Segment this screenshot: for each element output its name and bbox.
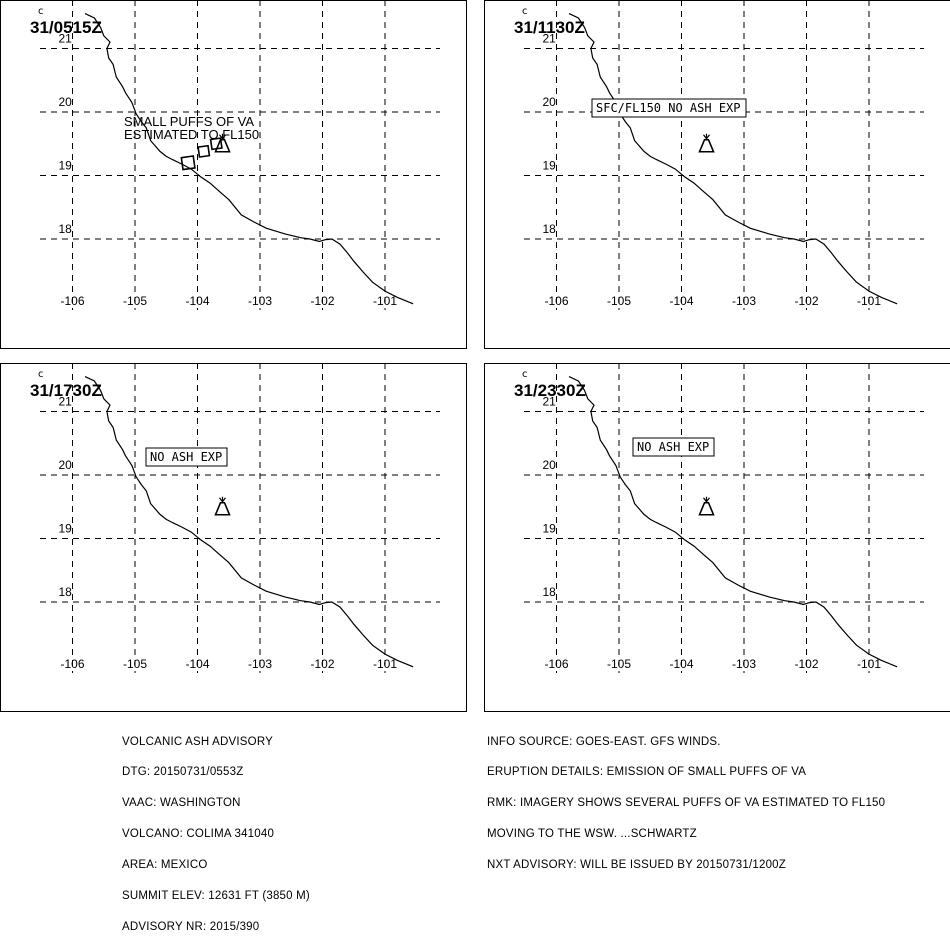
advisory-volcano: VOLCANO: COLIMA 341040 [122,829,310,839]
longitude-label: -101 [373,294,397,308]
map-panel-4: c21201918-106-105-104-103-102-10131/2330… [485,363,950,712]
latitude-label: 20 [59,458,73,472]
longitude-label: -101 [857,294,881,308]
longitude-label: -103 [732,657,756,671]
valid-time-label: 31/0515Z [30,18,102,37]
valid-time-label: 31/2330Z [514,381,586,400]
latitude-label: 19 [59,159,73,173]
longitude-label: -105 [607,294,631,308]
advisory-summit-elev: SUMMIT ELEV: 12631 FT (3850 M) [122,891,310,901]
map-panel-3: c21201918-106-105-104-103-102-10131/1730… [1,363,467,712]
advisory-header-block: VOLCANIC ASH ADVISORY DTG: 20150731/0553… [122,716,310,943]
longitude-label: -104 [670,657,694,671]
longitude-label: -103 [732,294,756,308]
coast-marker-glyph: c [522,369,528,380]
longitude-label: -102 [311,657,335,671]
longitude-label: -105 [123,657,147,671]
advisory-eruption-details: ERUPTION DETAILS: EMISSION OF SMALL PUFF… [487,767,885,777]
annotation-text: ESTIMATED TO FL150 [124,127,259,142]
annotation-text: NO ASH EXP [150,450,222,464]
latitude-label: 19 [543,522,557,536]
advisory-title: VOLCANIC ASH ADVISORY [122,737,310,747]
advisory-area: AREA: MEXICO [122,860,310,870]
valid-time-label: 31/1130Z [514,18,585,37]
latitude-label: 20 [543,95,557,109]
advisory-remarks-cont: MOVING TO THE WSW. ...SCHWARTZ [487,829,885,839]
longitude-label: -103 [248,657,272,671]
longitude-label: -102 [795,657,819,671]
longitude-label: -105 [123,294,147,308]
longitude-label: -106 [61,294,85,308]
longitude-label: -104 [186,657,210,671]
longitude-label: -104 [670,294,694,308]
longitude-label: -102 [795,294,819,308]
coast-marker-glyph: c [38,369,44,380]
annotation-text: SFC/FL150 NO ASH EXP [596,101,741,115]
longitude-label: -106 [61,657,85,671]
map-panel-2: c21201918-106-105-104-103-102-10131/1130… [485,0,950,349]
longitude-label: -102 [311,294,335,308]
longitude-label: -101 [857,657,881,671]
latitude-label: 18 [543,585,557,599]
latitude-label: 18 [543,222,557,236]
longitude-label: -106 [545,657,569,671]
advisory-vaac: VAAC: WASHINGTON [122,798,310,808]
latitude-label: 18 [59,222,73,236]
advisory-dtg: DTG: 20150731/0553Z [122,767,310,777]
advisory-next: NXT ADVISORY: WILL BE ISSUED BY 20150731… [487,860,885,870]
longitude-label: -105 [607,657,631,671]
advisory-info-source: INFO SOURCE: GOES-EAST. GFS WINDS. [487,737,885,747]
valid-time-label: 31/1730Z [30,381,102,400]
longitude-label: -106 [545,294,569,308]
latitude-label: 20 [59,95,73,109]
annotation-text: NO ASH EXP [637,440,709,454]
latitude-label: 19 [59,522,73,536]
advisory-number: ADVISORY NR: 2015/390 [122,922,310,932]
coast-marker-glyph: c [38,6,44,17]
latitude-label: 20 [543,458,557,472]
longitude-label: -101 [373,657,397,671]
advisory-details-block: INFO SOURCE: GOES-EAST. GFS WINDS. ERUPT… [487,716,885,881]
advisory-remarks: RMK: IMAGERY SHOWS SEVERAL PUFFS OF VA E… [487,798,885,808]
latitude-label: 18 [59,585,73,599]
coast-marker-glyph: c [522,6,528,17]
longitude-label: -104 [186,294,210,308]
advisory-map-grid: c21201918-106-105-104-103-102-10131/0515… [0,0,950,812]
longitude-label: -103 [248,294,272,308]
map-panel-1: c21201918-106-105-104-103-102-10131/0515… [1,0,467,349]
latitude-label: 19 [543,159,557,173]
